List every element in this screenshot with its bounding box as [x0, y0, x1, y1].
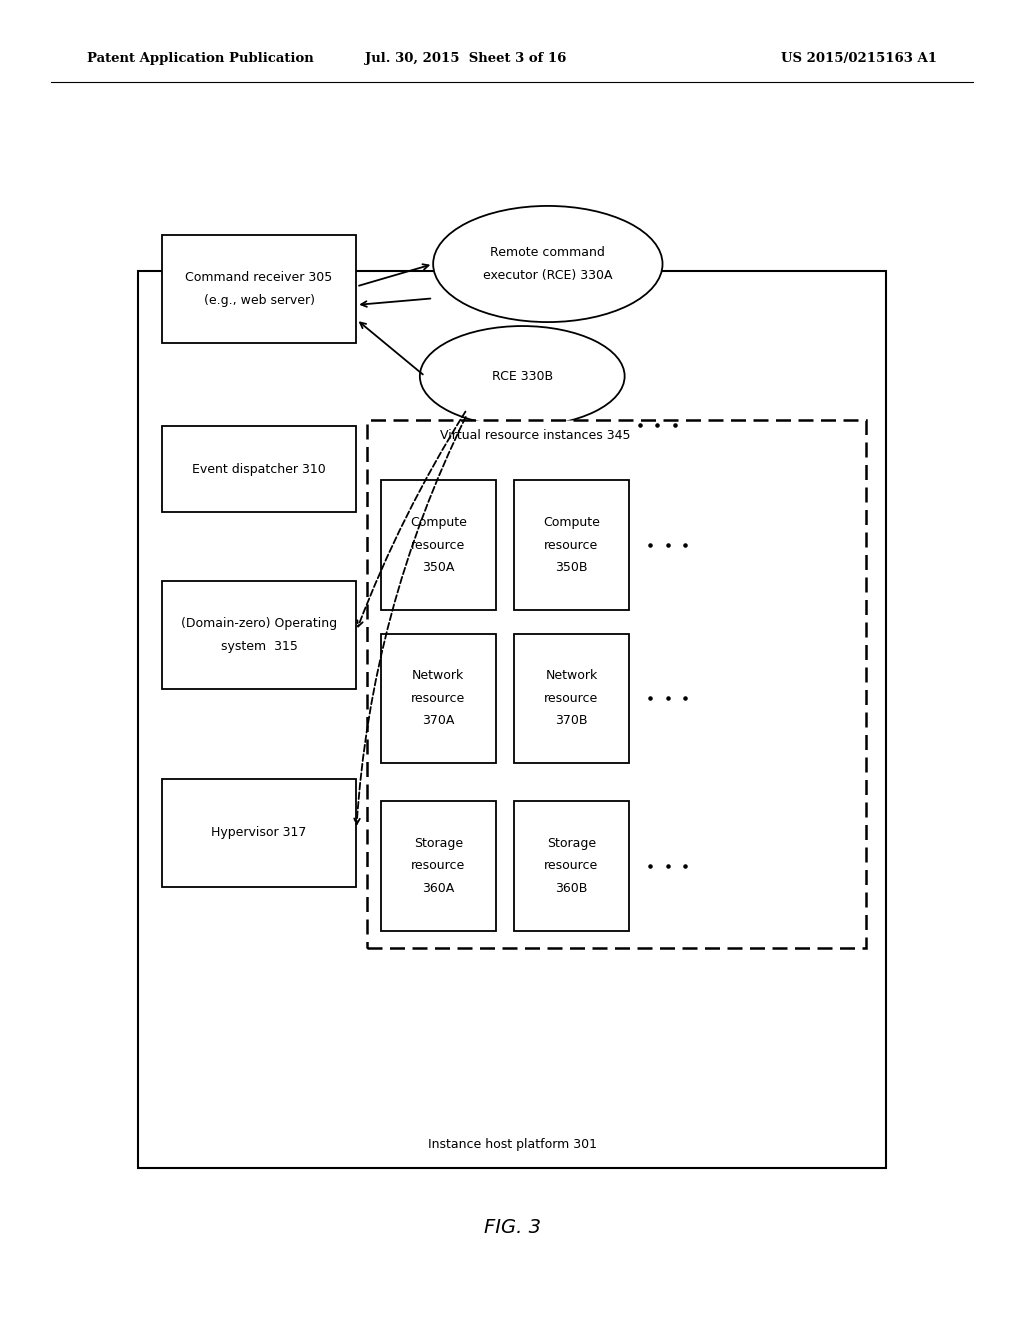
Ellipse shape	[433, 206, 663, 322]
FancyBboxPatch shape	[162, 426, 356, 512]
Text: RCE 330B: RCE 330B	[492, 370, 553, 383]
Text: 350A: 350A	[422, 561, 455, 574]
Text: Jul. 30, 2015  Sheet 3 of 16: Jul. 30, 2015 Sheet 3 of 16	[366, 51, 566, 65]
FancyBboxPatch shape	[162, 581, 356, 689]
Text: Event dispatcher 310: Event dispatcher 310	[193, 463, 326, 475]
Text: Storage: Storage	[414, 837, 463, 850]
FancyBboxPatch shape	[381, 634, 496, 763]
FancyBboxPatch shape	[381, 480, 496, 610]
Text: 370A: 370A	[422, 714, 455, 727]
Text: US 2015/0215163 A1: US 2015/0215163 A1	[781, 51, 937, 65]
FancyBboxPatch shape	[514, 801, 629, 931]
Text: Storage: Storage	[547, 837, 596, 850]
Text: 370B: 370B	[555, 714, 588, 727]
Text: Command receiver 305: Command receiver 305	[185, 272, 333, 284]
Text: resource: resource	[545, 539, 598, 552]
Text: executor (RCE) 330A: executor (RCE) 330A	[483, 269, 612, 282]
Text: Compute: Compute	[543, 516, 600, 529]
Text: system  315: system 315	[220, 640, 298, 652]
Text: Instance host platform 301: Instance host platform 301	[427, 1138, 597, 1151]
Text: Virtual resource instances 345: Virtual resource instances 345	[440, 429, 631, 442]
Ellipse shape	[420, 326, 625, 426]
Text: Network: Network	[412, 669, 465, 682]
Text: Hypervisor 317: Hypervisor 317	[211, 826, 307, 840]
FancyBboxPatch shape	[381, 801, 496, 931]
FancyBboxPatch shape	[514, 480, 629, 610]
FancyBboxPatch shape	[514, 634, 629, 763]
FancyBboxPatch shape	[367, 420, 866, 948]
Text: (e.g., web server): (e.g., web server)	[204, 294, 314, 306]
Text: (Domain-zero) Operating: (Domain-zero) Operating	[181, 618, 337, 630]
Text: Network: Network	[545, 669, 598, 682]
Text: resource: resource	[412, 859, 465, 873]
Text: 350B: 350B	[555, 561, 588, 574]
Text: resource: resource	[412, 539, 465, 552]
FancyBboxPatch shape	[162, 235, 356, 343]
Text: Compute: Compute	[410, 516, 467, 529]
FancyBboxPatch shape	[138, 271, 886, 1168]
Text: Patent Application Publication: Patent Application Publication	[87, 51, 313, 65]
Text: FIG. 3: FIG. 3	[483, 1218, 541, 1237]
Text: Remote command: Remote command	[490, 246, 605, 259]
Text: resource: resource	[412, 692, 465, 705]
Text: resource: resource	[545, 859, 598, 873]
Text: 360B: 360B	[555, 882, 588, 895]
Text: resource: resource	[545, 692, 598, 705]
FancyBboxPatch shape	[162, 779, 356, 887]
Text: 360A: 360A	[422, 882, 455, 895]
